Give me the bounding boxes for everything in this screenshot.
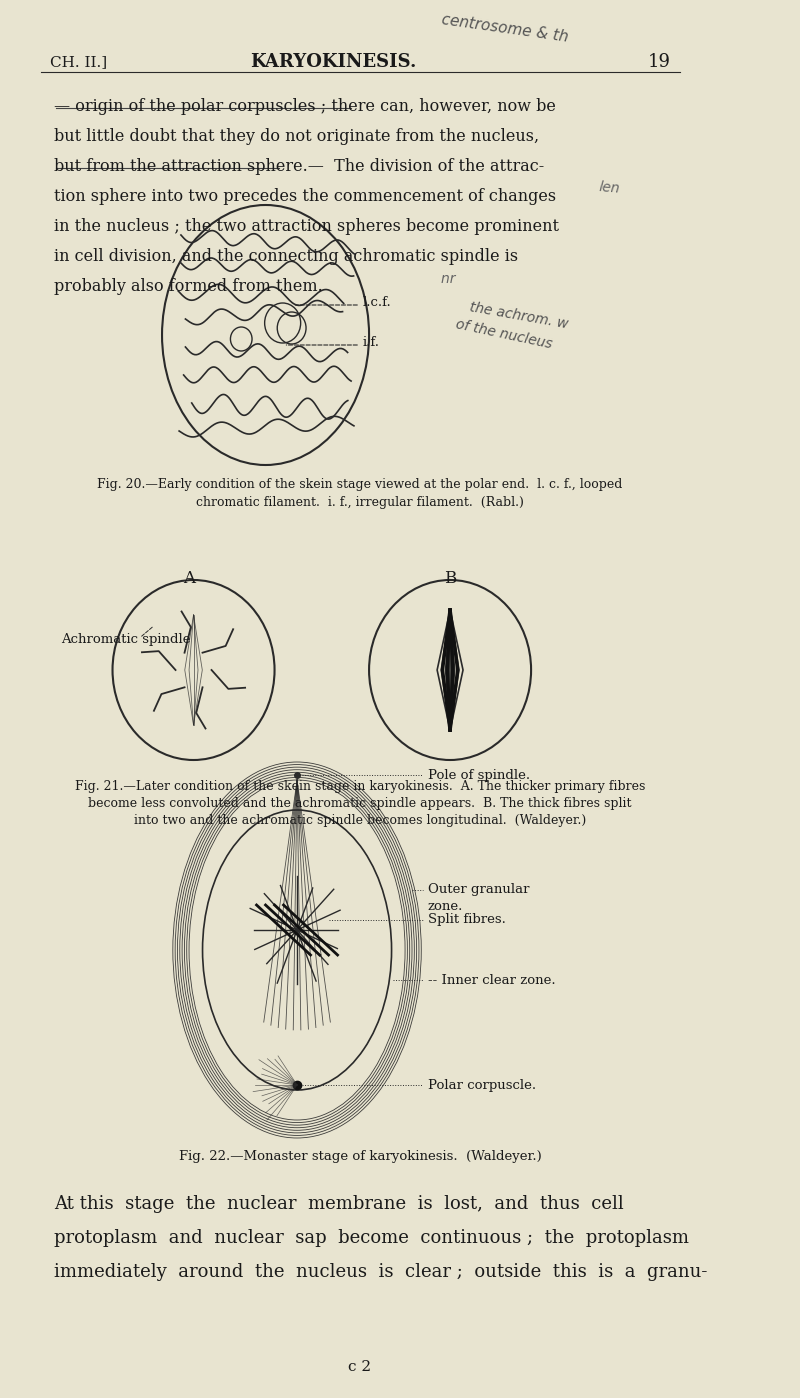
Text: in cell division, and the connecting achromatic spindle is: in cell division, and the connecting ach… — [54, 247, 518, 266]
Text: immediately  around  the  nucleus  is  clear ;  outside  this  is  a  granu-: immediately around the nucleus is clear … — [54, 1262, 707, 1281]
Text: Polar corpuscle.: Polar corpuscle. — [427, 1078, 536, 1092]
Text: nr: nr — [441, 273, 464, 287]
Text: — origin of the polar corpuscles ; there can, however, now be: — origin of the polar corpuscles ; there… — [54, 98, 556, 115]
Text: protoplasm  and  nuclear  sap  become  continuous ;  the  protoplasm: protoplasm and nuclear sap become contin… — [54, 1229, 689, 1247]
Text: Fig. 21.—Later condition of the skein stage in karyokinesis.  A. The thicker pri: Fig. 21.—Later condition of the skein st… — [75, 780, 646, 793]
Text: len: len — [598, 180, 621, 196]
Text: A: A — [183, 570, 195, 587]
Text: in the nucleus ; the two attraction spheres become prominent: in the nucleus ; the two attraction sphe… — [54, 218, 559, 235]
Text: c 2: c 2 — [349, 1360, 372, 1374]
Text: tion sphere into two precedes the commencement of changes: tion sphere into two precedes the commen… — [54, 187, 556, 206]
Text: chromatic filament.  i. f., irregular filament.  (Rabl.): chromatic filament. i. f., irregular fil… — [196, 496, 524, 509]
Text: Achromatic spindle: Achromatic spindle — [62, 633, 190, 646]
Text: Fig. 20.—Early condition of the skein stage viewed at the polar end.  l. c. f., : Fig. 20.—Early condition of the skein st… — [98, 478, 622, 491]
Text: i.f.: i.f. — [362, 336, 380, 348]
Text: into two and the achromatic spindle becomes longitudinal.  (Waldeyer.): into two and the achromatic spindle beco… — [134, 814, 586, 828]
Text: KARYOKINESIS.: KARYOKINESIS. — [250, 53, 416, 71]
Text: At this  stage  the  nuclear  membrane  is  lost,  and  thus  cell: At this stage the nuclear membrane is lo… — [54, 1195, 624, 1213]
Text: zone.: zone. — [427, 900, 463, 913]
Text: but from the attraction sphere.—  The division of the attrac-: but from the attraction sphere.— The div… — [54, 158, 544, 175]
Text: CH. II.]: CH. II.] — [50, 55, 106, 69]
Text: the achrom. w: the achrom. w — [468, 299, 569, 331]
Text: -- Inner clear zone.: -- Inner clear zone. — [427, 973, 555, 987]
Text: but little doubt that they do not originate from the nucleus,: but little doubt that they do not origin… — [54, 129, 539, 145]
Text: probably also formed from them.: probably also formed from them. — [54, 278, 322, 295]
Text: 19: 19 — [648, 53, 671, 71]
Text: of the nucleus: of the nucleus — [454, 317, 554, 351]
Text: Outer granular: Outer granular — [427, 884, 529, 896]
Text: Split fibres.: Split fibres. — [427, 913, 506, 927]
Text: l.c.f.: l.c.f. — [362, 295, 391, 309]
Text: become less convoluted and the achromatic spindle appears.  B. The thick fibres : become less convoluted and the achromati… — [88, 797, 632, 809]
Text: B: B — [444, 570, 456, 587]
Text: centrosome & th: centrosome & th — [441, 11, 570, 45]
Text: Fig. 22.—Monaster stage of karyokinesis.  (Waldeyer.): Fig. 22.—Monaster stage of karyokinesis.… — [178, 1151, 542, 1163]
Text: Pole of spindle.: Pole of spindle. — [427, 769, 530, 781]
